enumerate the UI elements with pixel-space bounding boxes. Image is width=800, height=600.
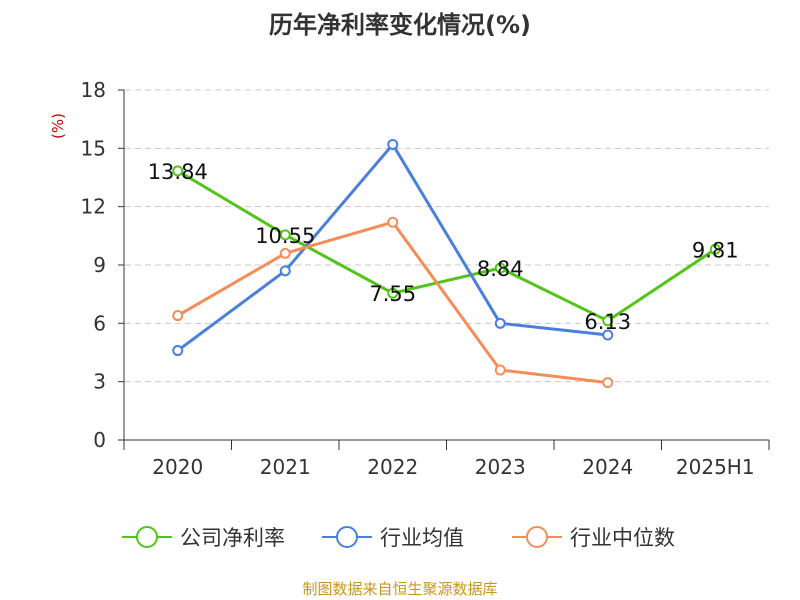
chart-title: 历年净利率变化情况(%) bbox=[269, 11, 531, 39]
y-tick-label: 15 bbox=[81, 136, 106, 160]
series-2 bbox=[172, 138, 614, 357]
x-tick-label: 2024 bbox=[582, 455, 633, 479]
data-label: 9.81 bbox=[692, 238, 739, 262]
series-line bbox=[176, 169, 717, 323]
x-tick-label: 2020 bbox=[152, 455, 203, 479]
data-point bbox=[709, 243, 721, 255]
data-point bbox=[494, 364, 506, 376]
data-label: 6.13 bbox=[584, 310, 631, 334]
data-point bbox=[279, 247, 291, 259]
series-line bbox=[176, 142, 610, 353]
legend: 公司净利率 行业均值 行业中位数 bbox=[122, 526, 675, 550]
data-point bbox=[387, 216, 399, 228]
data-point bbox=[494, 317, 506, 329]
legend-item[interactable]: 行业中位数 bbox=[512, 526, 675, 550]
y-tick-label: 12 bbox=[81, 195, 106, 219]
legend-label: 公司净利率 bbox=[180, 526, 285, 550]
data-label: 13.84 bbox=[148, 160, 208, 184]
y-axis-unit-label: (%) bbox=[49, 113, 67, 139]
data-point bbox=[172, 310, 184, 322]
data-point bbox=[172, 165, 184, 177]
series-1 bbox=[172, 165, 721, 327]
series-layer bbox=[172, 138, 721, 389]
data-point bbox=[387, 138, 399, 150]
data-label: 7.55 bbox=[369, 282, 416, 306]
y-tick-label: 6 bbox=[93, 311, 106, 335]
x-axis-ticks: 2020 2021 2022 2023 2024 2025H1 bbox=[123, 440, 770, 479]
y-tick-label: 3 bbox=[93, 370, 106, 394]
legend-circle-marker bbox=[136, 526, 158, 548]
y-tick-label: 18 bbox=[81, 78, 106, 102]
grid-lines bbox=[125, 89, 769, 383]
legend-item[interactable]: 行业均值 bbox=[322, 526, 464, 550]
data-point bbox=[602, 329, 614, 341]
series-3 bbox=[172, 216, 614, 389]
legend-label: 行业中位数 bbox=[570, 526, 675, 550]
x-tick-label: 2021 bbox=[260, 455, 311, 479]
data-source-note: 制图数据来自恒生聚源数据库 bbox=[302, 580, 497, 598]
data-point bbox=[602, 315, 614, 327]
legend-label: 行业均值 bbox=[380, 526, 464, 550]
x-tick-label: 2025H1 bbox=[676, 455, 755, 479]
y-tick-label: 9 bbox=[93, 253, 106, 277]
data-point bbox=[172, 345, 184, 357]
data-point bbox=[387, 287, 399, 299]
legend-item[interactable]: 公司净利率 bbox=[122, 526, 285, 550]
y-tick-label: 0 bbox=[93, 428, 106, 452]
data-label: 10.55 bbox=[255, 224, 315, 248]
x-tick-label: 2023 bbox=[475, 455, 526, 479]
x-tick-label: 2022 bbox=[367, 455, 418, 479]
legend-circle-marker bbox=[336, 526, 358, 548]
data-point bbox=[494, 262, 506, 274]
data-point bbox=[279, 265, 291, 277]
data-point bbox=[279, 229, 291, 241]
value-labels: 13.84 10.55 7.55 8.84 6.13 9.81 bbox=[148, 160, 739, 334]
y-axis-ticks: 0 3 6 9 12 15 18 bbox=[81, 78, 124, 452]
data-label: 8.84 bbox=[477, 257, 524, 281]
legend-circle-marker bbox=[526, 526, 548, 548]
data-point bbox=[602, 377, 614, 389]
